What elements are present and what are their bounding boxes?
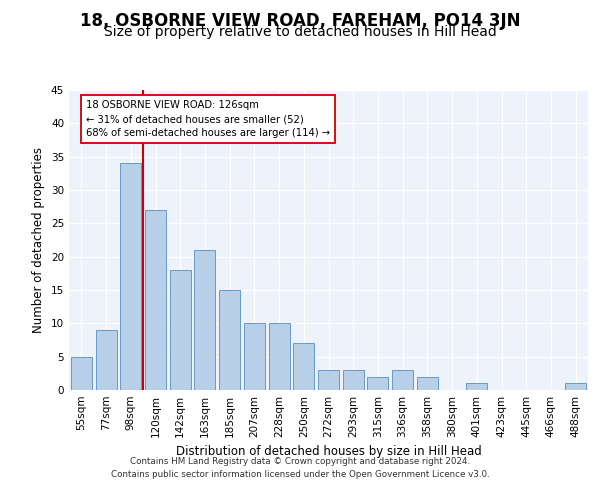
Bar: [565, 384, 586, 390]
Text: Contains HM Land Registry data © Crown copyright and database right 2024.: Contains HM Land Registry data © Crown c…: [130, 458, 470, 466]
Text: Size of property relative to detached houses in Hill Head: Size of property relative to detached ho…: [104, 25, 496, 39]
Bar: [293, 344, 314, 390]
Bar: [466, 384, 487, 390]
Bar: [343, 370, 364, 390]
Bar: [392, 370, 413, 390]
Bar: [120, 164, 141, 390]
Text: 18, OSBORNE VIEW ROAD, FAREHAM, PO14 3JN: 18, OSBORNE VIEW ROAD, FAREHAM, PO14 3JN: [80, 12, 520, 30]
Bar: [219, 290, 240, 390]
Y-axis label: Number of detached properties: Number of detached properties: [32, 147, 46, 333]
Bar: [269, 324, 290, 390]
Bar: [170, 270, 191, 390]
Bar: [95, 330, 116, 390]
Bar: [244, 324, 265, 390]
Text: Contains public sector information licensed under the Open Government Licence v3: Contains public sector information licen…: [110, 470, 490, 479]
X-axis label: Distribution of detached houses by size in Hill Head: Distribution of detached houses by size …: [176, 446, 481, 458]
Bar: [194, 250, 215, 390]
Text: 18 OSBORNE VIEW ROAD: 126sqm
← 31% of detached houses are smaller (52)
68% of se: 18 OSBORNE VIEW ROAD: 126sqm ← 31% of de…: [86, 100, 330, 138]
Bar: [318, 370, 339, 390]
Bar: [417, 376, 438, 390]
Bar: [145, 210, 166, 390]
Bar: [367, 376, 388, 390]
Bar: [71, 356, 92, 390]
